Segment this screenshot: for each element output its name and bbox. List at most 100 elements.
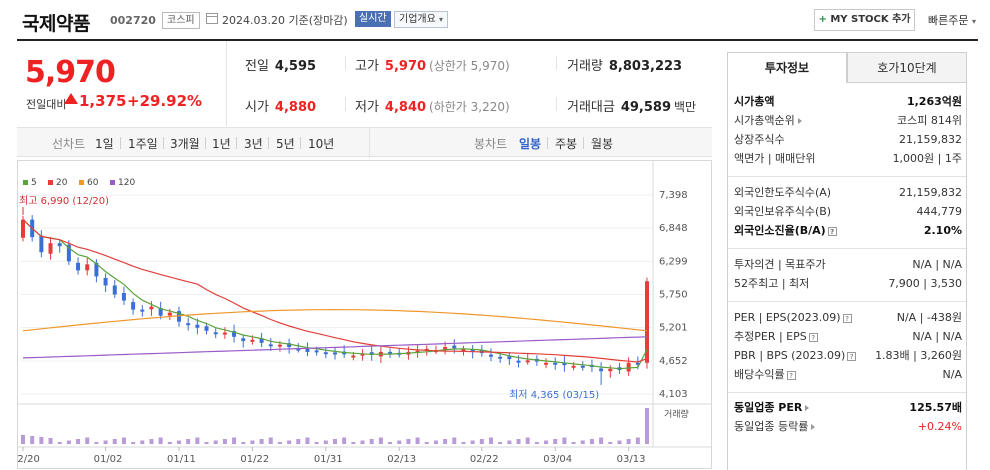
candle-body bbox=[177, 311, 181, 322]
help-icon[interactable]: ? bbox=[808, 332, 818, 342]
volume-bar bbox=[30, 436, 35, 444]
help-icon[interactable]: ? bbox=[786, 370, 796, 380]
caret-icon bbox=[811, 424, 816, 430]
legend-swatch bbox=[23, 180, 28, 185]
row-industry-per: 동일업종 PER 125.57배 bbox=[734, 399, 962, 417]
period-5y[interactable]: 5년 bbox=[276, 137, 295, 151]
row-label-text: 배당수익률 bbox=[734, 368, 785, 381]
volume-bar bbox=[525, 437, 530, 444]
volume-bar bbox=[433, 440, 438, 444]
x-tick-label: 01/22 bbox=[240, 454, 269, 465]
volume-bar bbox=[39, 437, 44, 444]
period-1y[interactable]: 1년 bbox=[212, 137, 231, 151]
volume-bar bbox=[204, 442, 209, 444]
volume-bar bbox=[112, 439, 117, 444]
candle-weekly[interactable]: 주봉 bbox=[555, 137, 578, 151]
volume-bar bbox=[544, 440, 549, 444]
change-rate: +29.92% bbox=[127, 92, 203, 110]
up-arrow-icon bbox=[64, 93, 78, 104]
candle-body bbox=[608, 368, 613, 372]
chart-canvas[interactable]: 7,398 6,848 6,299 5,750 5,201 4,652 4,103 12/20… bbox=[17, 160, 712, 470]
candle-body bbox=[635, 362, 640, 365]
period-1d[interactable]: 1일 bbox=[95, 137, 114, 151]
row-value: 7,900 | 3,530 bbox=[888, 277, 962, 290]
volume-bar bbox=[599, 437, 604, 444]
row-label: 상장주식수 bbox=[734, 133, 785, 146]
stock-code: 002720 bbox=[110, 14, 156, 27]
volume-bar bbox=[342, 437, 347, 444]
legend-label: 120 bbox=[118, 178, 136, 188]
volume-bar bbox=[589, 439, 594, 444]
volume-bar bbox=[360, 440, 365, 444]
volume-bar bbox=[388, 442, 393, 444]
volume-bar bbox=[222, 439, 227, 444]
realtime-badge[interactable]: 실시간 bbox=[355, 11, 391, 27]
help-icon[interactable]: ? bbox=[847, 351, 857, 361]
volume-bar bbox=[314, 442, 319, 444]
volume-bar bbox=[121, 437, 126, 444]
volume-bar bbox=[369, 439, 374, 444]
row-value: 125.57배 bbox=[909, 401, 962, 414]
volume-bar bbox=[149, 439, 154, 444]
legend-60: 60 bbox=[79, 178, 98, 188]
invest-info-body: 시가총액 1,263억원 시가총액순위 코스피 814위 상장주식수 21,159,8… bbox=[727, 83, 967, 470]
candle-body bbox=[388, 351, 393, 355]
candle-body bbox=[76, 262, 81, 271]
row-value: 코스피 814위 bbox=[897, 114, 962, 127]
candle-body bbox=[599, 368, 604, 372]
divider bbox=[345, 97, 346, 111]
stat-amount-label: 거래대금 bbox=[567, 100, 615, 115]
row-market-cap: 시가총액 1,263억원 bbox=[734, 93, 962, 111]
price-chart[interactable]: 5 20 60 120 7,398 6,848 6,299 5,750 5,201 4,6… bbox=[17, 160, 712, 470]
company-overview-button[interactable]: 기업개요 ▾ bbox=[394, 11, 449, 28]
volume-bar bbox=[507, 440, 512, 444]
period-1w[interactable]: 1주일 bbox=[128, 137, 158, 151]
candle-body bbox=[66, 244, 71, 262]
row-label-text: 동일업종 등락률 bbox=[734, 420, 809, 433]
row-value: N/A | N/A bbox=[912, 258, 962, 271]
period-10y[interactable]: 10년 bbox=[308, 137, 335, 151]
row-value: 1.83배 | 3,260원 bbox=[875, 349, 962, 362]
legend-label: 5 bbox=[31, 178, 37, 188]
quick-order-button[interactable]: 빠른주문 ▾ bbox=[928, 12, 976, 28]
candle-monthly[interactable]: 월봉 bbox=[591, 137, 614, 151]
stat-low-value: 4,840 bbox=[384, 100, 427, 115]
ma-line-20 bbox=[22, 219, 648, 363]
candle-body bbox=[489, 354, 493, 357]
my-stock-add-button[interactable]: + MY STOCK 추가 bbox=[814, 9, 915, 31]
period-3y[interactable]: 3년 bbox=[244, 137, 263, 151]
row-label: 시가총액순위 bbox=[734, 112, 802, 130]
row-label: 동일업종 등락률 bbox=[734, 418, 816, 436]
row-label: 외국인보유주식수(B) bbox=[734, 205, 832, 218]
candle-body bbox=[39, 235, 44, 253]
help-icon[interactable]: ? bbox=[827, 226, 837, 236]
header-divider bbox=[17, 39, 978, 41]
legend-swatch bbox=[79, 180, 84, 185]
help-icon[interactable]: ? bbox=[842, 313, 852, 323]
tab-quote-10[interactable]: 호가10단계 bbox=[847, 52, 967, 83]
volume-bar bbox=[608, 442, 613, 444]
candle-daily[interactable]: 일봉 bbox=[519, 137, 542, 151]
volume-bar bbox=[461, 442, 466, 444]
legend-label: 20 bbox=[56, 178, 68, 188]
volume-bar bbox=[167, 442, 172, 444]
y-tick-label: 6,848 bbox=[659, 223, 688, 234]
legend-120: 120 bbox=[110, 178, 135, 188]
section-divider bbox=[728, 301, 966, 302]
volume-bar bbox=[534, 442, 539, 444]
volume-bar bbox=[553, 439, 558, 444]
candle-body bbox=[241, 338, 246, 342]
candle-body bbox=[167, 312, 172, 316]
period-3m[interactable]: 3개월 bbox=[170, 137, 200, 151]
ma-line-5 bbox=[22, 219, 648, 370]
tab-invest-info[interactable]: 투자정보 bbox=[727, 52, 847, 83]
candle-body bbox=[580, 365, 585, 368]
legend-label: 60 bbox=[87, 178, 99, 188]
stat-volume-value: 8,803,223 bbox=[608, 59, 683, 74]
volume-bar bbox=[158, 437, 163, 444]
candle-body bbox=[57, 243, 62, 247]
candle-body bbox=[369, 352, 374, 355]
candle-chart-label: 봉차트 bbox=[474, 137, 508, 151]
current-price: 5,970 bbox=[25, 55, 116, 90]
candle-body bbox=[498, 356, 503, 359]
